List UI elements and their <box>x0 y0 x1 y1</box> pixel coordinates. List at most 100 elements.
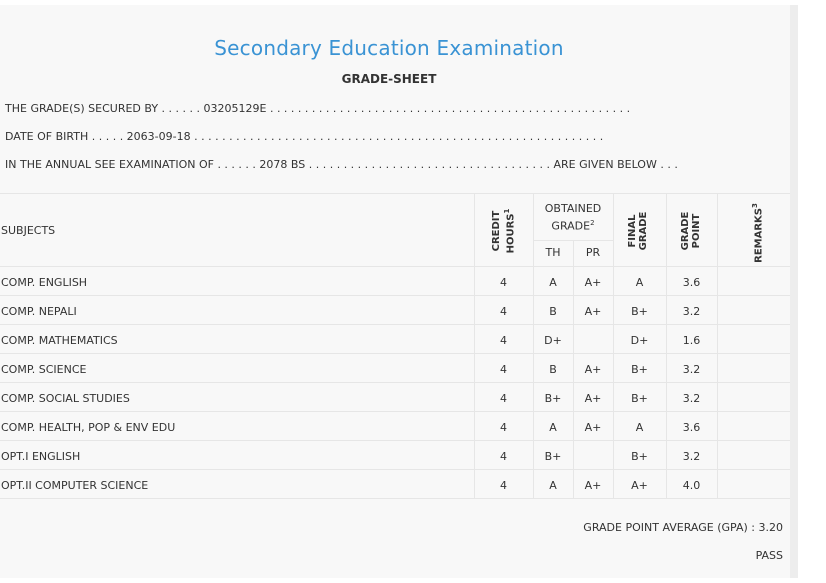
credit-header-line1: CREDIT <box>491 210 502 252</box>
column-separator <box>717 383 718 412</box>
column-separator <box>717 441 718 470</box>
cell-point: 1.6 <box>682 334 701 347</box>
obtained-subheader-divider <box>533 240 613 241</box>
cell-point: 3.6 <box>682 276 701 289</box>
cell-credit: 4 <box>500 363 507 376</box>
cell-th: B <box>549 305 557 318</box>
header-separator <box>666 193 667 266</box>
column-separator <box>474 383 475 412</box>
cell-subject: COMP. HEALTH, POP & ENV EDU <box>1 421 176 434</box>
obtained-header-line2: GRADE <box>551 219 591 233</box>
column-separator <box>666 470 667 499</box>
column-separator <box>533 412 534 441</box>
column-separator <box>613 296 614 325</box>
credit-footnote-marker: 1 <box>503 208 511 214</box>
obtained-header-line1: OBTAINED <box>544 202 602 215</box>
column-separator <box>533 383 534 412</box>
header-separator <box>613 193 614 266</box>
cell-credit: 4 <box>500 450 507 463</box>
column-separator <box>613 441 614 470</box>
header-separator <box>717 193 718 266</box>
scrollbar-track[interactable] <box>790 5 798 578</box>
cell-credit: 4 <box>500 479 507 492</box>
result-status: PASS <box>755 549 783 562</box>
row-divider <box>0 411 790 412</box>
final-grade-header: FINAL GRADE <box>627 202 651 260</box>
column-separator <box>533 441 534 470</box>
credit-hours-header: CREDIT HOURS1 <box>491 202 517 260</box>
row-divider <box>0 469 790 470</box>
grade-point-header: GRADE POINT <box>680 202 704 260</box>
final-header-line2: GRADE <box>638 211 649 251</box>
column-separator <box>533 267 534 296</box>
header-bottom-divider <box>0 266 790 267</box>
column-separator <box>717 325 718 354</box>
cell-subject: COMP. NEPALI <box>1 305 77 318</box>
column-separator <box>474 470 475 499</box>
column-separator <box>613 383 614 412</box>
examination-line: IN THE ANNUAL SEE EXAMINATION OF . . . .… <box>5 158 678 171</box>
column-separator <box>533 354 534 383</box>
remarks-footnote-marker: 3 <box>751 203 759 208</box>
column-separator <box>474 296 475 325</box>
remarks-header-label: REMARKS <box>753 208 765 263</box>
row-divider <box>0 353 790 354</box>
column-separator <box>717 412 718 441</box>
header-separator <box>533 193 534 266</box>
column-separator <box>717 470 718 499</box>
column-separator <box>573 267 574 296</box>
cell-subject: OPT.II COMPUTER SCIENCE <box>1 479 149 492</box>
row-divider <box>0 324 790 325</box>
cell-th: B+ <box>544 392 562 405</box>
column-separator <box>666 412 667 441</box>
obtained-footnote-marker: 2 <box>590 219 595 227</box>
cell-point: 3.6 <box>682 421 701 434</box>
cell-pr: A+ <box>584 276 602 289</box>
cell-final: B+ <box>631 305 648 318</box>
column-separator <box>613 412 614 441</box>
column-separator <box>573 296 574 325</box>
column-separator <box>474 441 475 470</box>
column-separator <box>573 412 574 441</box>
cell-point: 3.2 <box>682 450 701 463</box>
cell-subject: OPT.I ENGLISH <box>1 450 81 463</box>
column-separator <box>717 296 718 325</box>
cell-final: B+ <box>631 392 648 405</box>
cell-subject: COMP. ENGLISH <box>1 276 88 289</box>
column-separator <box>613 267 614 296</box>
column-separator <box>573 383 574 412</box>
cell-point: 3.2 <box>682 305 701 318</box>
remarks-header: REMARKS3 <box>749 195 765 271</box>
cell-point: 3.2 <box>682 392 701 405</box>
date-of-birth-line: DATE OF BIRTH . . . . . 2063-09-18 . . .… <box>5 130 604 143</box>
cell-pr: A+ <box>584 392 602 405</box>
subjects-header: SUBJECTS <box>1 224 56 237</box>
gpa-summary: GRADE POINT AVERAGE (GPA) : 3.20 <box>583 521 783 534</box>
cell-credit: 4 <box>500 334 507 347</box>
column-separator <box>666 441 667 470</box>
column-separator <box>573 470 574 499</box>
cell-final: B+ <box>631 450 648 463</box>
column-separator <box>717 267 718 296</box>
cell-pr: A+ <box>584 305 602 318</box>
grade-sheet <box>0 5 790 578</box>
cell-subject: COMP. MATHEMATICS <box>1 334 118 347</box>
cell-final: A <box>635 421 644 434</box>
cell-subject: COMP. SCIENCE <box>1 363 87 376</box>
cell-subject: COMP. SOCIAL STUDIES <box>1 392 130 405</box>
column-separator <box>666 383 667 412</box>
column-separator <box>613 325 614 354</box>
header-separator <box>474 193 475 266</box>
credit-header-line2: HOURS <box>505 213 517 254</box>
obtained-grade-header: OBTAINED GRADE2 <box>533 201 613 234</box>
cell-point: 3.2 <box>682 363 701 376</box>
column-separator <box>666 325 667 354</box>
cell-final: A <box>635 276 644 289</box>
cell-point: 4.0 <box>682 479 701 492</box>
column-separator <box>533 470 534 499</box>
cell-credit: 4 <box>500 305 507 318</box>
column-separator <box>533 325 534 354</box>
header-separator <box>573 240 574 266</box>
point-header-line2: POINT <box>691 213 702 249</box>
cell-th: A <box>549 421 557 434</box>
